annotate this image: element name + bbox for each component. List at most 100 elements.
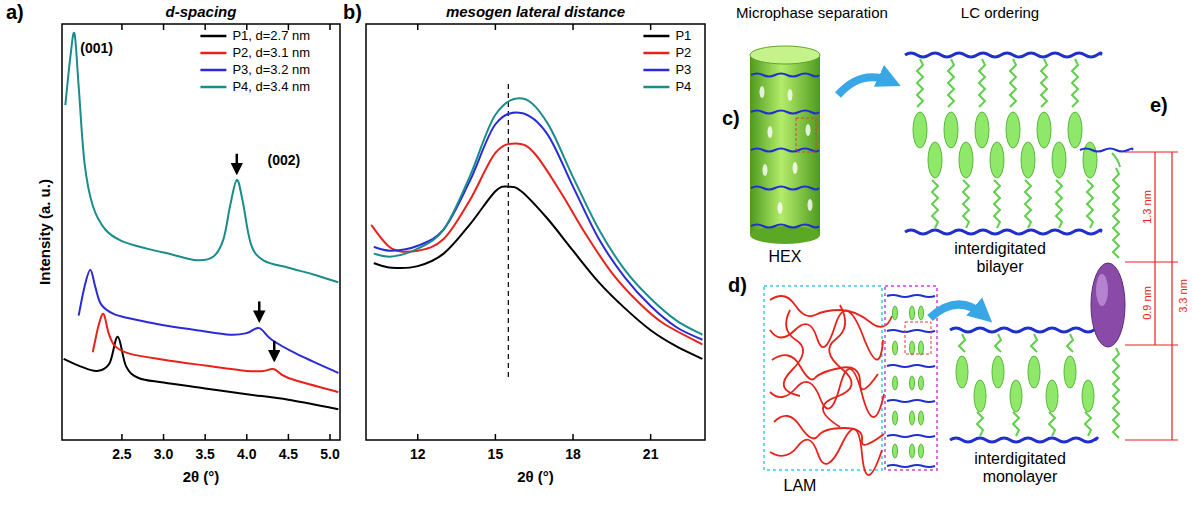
mesogen-dot <box>763 164 768 176</box>
mesogen <box>928 142 942 178</box>
mesogen <box>990 142 1004 178</box>
mesogen <box>893 306 898 320</box>
structure-label: interdigitated <box>954 240 1046 257</box>
mesogen-dot <box>768 126 773 138</box>
panel-letter: c) <box>722 107 740 129</box>
peak-arrow <box>236 154 239 173</box>
spacer-chain <box>1113 168 1119 258</box>
backbone <box>950 328 1097 332</box>
mesogen <box>919 376 924 390</box>
legend-label: P4 <box>675 79 691 94</box>
zoom-arrow <box>930 304 985 318</box>
structure-label: monolayer <box>983 468 1058 485</box>
backbone <box>887 330 935 332</box>
backbone <box>751 225 819 228</box>
backbone <box>905 53 1101 57</box>
series-line <box>65 33 338 283</box>
morphology-label: HEX <box>769 248 802 265</box>
panel-title: d-spacing <box>166 3 237 20</box>
figure: 2.53.03.54.04.55.0(001)(002)P1, d=2.7 nm… <box>0 0 1192 505</box>
morphology-label: LAM <box>784 477 817 494</box>
annotation: (002) <box>268 152 301 168</box>
spacer-chain <box>977 412 983 436</box>
zoom-arrow <box>838 77 892 95</box>
mesogen-dot <box>793 162 798 174</box>
mesogen <box>1068 112 1082 148</box>
x-tick <box>288 434 290 440</box>
x-tick <box>495 434 497 440</box>
backbone <box>950 438 1097 442</box>
spacer-chain <box>948 59 954 107</box>
plot-area <box>371 84 702 380</box>
x-tick-label: 3.5 <box>195 446 215 462</box>
zoom-box <box>905 322 931 354</box>
diagram: Microphase separationLC orderingc)HEXint… <box>722 4 1189 494</box>
y-axis-title: Intensity (a. u.) <box>36 179 53 285</box>
mesogen <box>974 380 986 412</box>
backbone <box>751 74 819 77</box>
mesogen <box>1010 380 1022 412</box>
mesogen-dot <box>788 89 793 101</box>
dimension-label: 0.9 nm <box>1141 286 1153 320</box>
structure-label: interdigitated <box>974 450 1066 467</box>
backbone <box>751 149 819 152</box>
spacer-chain <box>1010 59 1016 107</box>
mesogen <box>893 411 898 425</box>
x-tick-label: 3.0 <box>154 446 174 462</box>
x-tick-label: 15 <box>488 446 504 462</box>
legend-label: P1 <box>675 28 691 43</box>
spacer-chain <box>959 334 965 352</box>
mesogen <box>910 306 915 320</box>
x-tick-label: 2.5 <box>112 446 132 462</box>
backbone <box>887 365 935 367</box>
x-tick-label: 4.5 <box>279 446 299 462</box>
mesogen <box>1028 356 1040 388</box>
mesogen <box>893 341 898 355</box>
coil <box>823 305 852 427</box>
mesogen <box>1046 380 1058 412</box>
x-tick <box>246 434 248 440</box>
series-line <box>93 314 339 392</box>
legend-label: P1, d=2.7 nm <box>232 28 310 43</box>
spacer-chain <box>1087 180 1093 228</box>
backbone <box>887 295 935 297</box>
mesogen <box>910 444 915 458</box>
spacer-chain <box>1056 180 1062 228</box>
mesogen <box>1021 142 1035 178</box>
spacer-chain <box>1031 334 1037 352</box>
mesogen <box>1083 142 1097 178</box>
x-tick <box>121 24 123 30</box>
spacer-chain <box>1025 180 1031 228</box>
reference-line <box>508 84 509 380</box>
legend-swatch <box>643 52 669 55</box>
legend-swatch <box>643 35 669 38</box>
mesogen <box>910 376 915 390</box>
cylinder-top <box>750 46 820 64</box>
backbone <box>887 400 935 402</box>
x-tick <box>163 24 165 30</box>
cylinder-bottom <box>750 226 820 244</box>
legend-label: P2 <box>675 45 691 60</box>
x-tick <box>204 24 206 30</box>
series-line <box>374 186 703 358</box>
x-tick <box>572 24 574 30</box>
coil <box>774 416 884 445</box>
legend: P1P2P3P4 <box>643 28 691 94</box>
x-tick <box>121 434 123 440</box>
ester-link <box>1112 153 1120 167</box>
spacer-chain <box>994 180 1000 228</box>
spacer-chain <box>1113 348 1119 438</box>
x-tick <box>417 24 419 30</box>
spacer-chain <box>979 59 985 107</box>
zoom-box <box>796 118 816 152</box>
x-tick <box>495 24 497 30</box>
dimension-line <box>1171 152 1172 440</box>
mesogen-core <box>1091 263 1125 347</box>
dimension-tick <box>1125 440 1178 441</box>
legend-label: P4, d=3.4 nm <box>232 79 310 94</box>
series-line <box>374 98 703 335</box>
x-tick <box>650 24 652 30</box>
panel-letter: d) <box>728 274 747 296</box>
x-tick-label: 21 <box>643 446 659 462</box>
legend-swatch <box>200 52 226 55</box>
